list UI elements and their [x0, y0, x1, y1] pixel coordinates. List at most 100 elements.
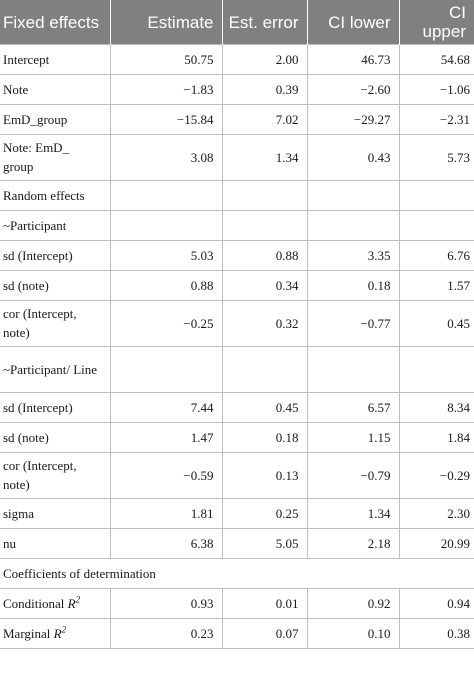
row-label-text: nu: [3, 535, 16, 551]
row-label: ~Participant/ Line: [0, 345, 111, 393]
cell-value: 0.88: [109, 269, 223, 301]
cell-value: 2.00: [221, 43, 308, 75]
header-ci-upper: CI upper: [398, 0, 474, 44]
row-label: Random effects: [0, 179, 111, 211]
model-results-table: Fixed effects Estimate Est. error CI low…: [0, 0, 474, 649]
cell-value: [306, 209, 400, 241]
cell-value: 3.08: [109, 133, 223, 181]
cell-value: 0.45: [398, 299, 474, 347]
table-row: Note −1.83 0.39 −2.60 −1.06: [0, 73, 474, 105]
cell-value: [306, 179, 400, 211]
row-label-text: Conditional: [3, 595, 68, 611]
cell-value: 0.10: [306, 617, 400, 649]
cell-value: −1.06: [398, 73, 474, 105]
row-label-text: Random effects: [3, 187, 85, 203]
row-label: Intercept: [0, 43, 111, 75]
table-row: cor (Intercept, note) −0.59 0.13 −0.79 −0.29: [0, 451, 474, 499]
cell-value: 46.73: [306, 43, 400, 75]
row-label: sd (note): [0, 269, 111, 301]
superscript: 2: [75, 594, 81, 605]
cell-value: −0.25: [109, 299, 223, 347]
cell-value: 6.57: [306, 391, 400, 423]
header-fixed-effects: Fixed effects: [3, 12, 100, 32]
cell-value: 1.81: [109, 497, 223, 529]
cell-value: [109, 209, 223, 241]
row-label-text: sigma: [3, 505, 35, 521]
header-est-error: Est. error: [221, 0, 307, 44]
table-row: sd (Intercept) 5.03 0.88 3.35 6.76: [0, 239, 474, 271]
cell-value: 0.18: [221, 421, 308, 453]
cell-value: [398, 209, 474, 241]
cell-value: 0.23: [109, 617, 223, 649]
cell-value: [306, 345, 400, 393]
header-ci-lower: CI lower: [306, 0, 399, 44]
r-symbol: R2: [67, 594, 81, 611]
table-row: Coefficients of determination: [0, 557, 474, 589]
table-row: sd (note) 1.47 0.18 1.15 1.84: [0, 421, 474, 453]
table-row: nu 6.38 5.05 2.18 20.99: [0, 527, 474, 559]
table-row: sd (Intercept) 7.44 0.45 6.57 8.34: [0, 391, 474, 423]
cell-value: 2.30: [398, 497, 474, 529]
cell-value: [398, 345, 474, 393]
table-row: Conditional R2 0.93 0.01 0.92 0.94: [0, 587, 474, 619]
row-label: sigma: [0, 497, 111, 529]
table-row: sigma 1.81 0.25 1.34 2.30: [0, 497, 474, 529]
cell-value: [398, 179, 474, 211]
row-label-text: Coefficients of determination: [3, 565, 156, 581]
row-label-text: cor (Intercept, note): [3, 458, 77, 492]
cell-value: 1.47: [109, 421, 223, 453]
cell-value: 0.18: [306, 269, 400, 301]
row-label: EmD_group: [0, 103, 111, 135]
cell-value: [221, 179, 308, 211]
row-label-text: sd (Intercept): [3, 247, 73, 263]
cell-value: 8.34: [398, 391, 474, 423]
cell-value: 0.01: [221, 587, 308, 619]
table-row: ~Participant/ Line: [0, 345, 474, 393]
cell-value: −2.60: [306, 73, 400, 105]
header-estimate: Estimate: [109, 0, 222, 44]
cell-value: 20.99: [398, 527, 474, 559]
cell-value: 54.68: [398, 43, 474, 75]
row-label-text: Note: EmD_ group: [3, 140, 70, 174]
cell-value: 0.32: [221, 299, 308, 347]
table-row: sd (note) 0.88 0.34 0.18 1.57: [0, 269, 474, 301]
cell-value: [109, 345, 223, 393]
cell-value: [221, 209, 308, 241]
row-label: sd (Intercept): [0, 391, 111, 423]
cell-value: −1.83: [109, 73, 223, 105]
table-row: EmD_group −15.84 7.02 −29.27 −2.31: [0, 103, 474, 135]
row-label: Conditional R2: [0, 587, 111, 619]
table-row: Marginal R2 0.23 0.07 0.10 0.38: [0, 617, 474, 649]
table-row: Random effects: [0, 179, 474, 211]
superscript: 2: [61, 624, 67, 635]
cell-value: 5.05: [221, 527, 308, 559]
row-label-text: sd (Intercept): [3, 399, 73, 415]
cell-value: 50.75: [109, 43, 223, 75]
table-row: cor (Intercept, note) −0.25 0.32 −0.77 0.45: [0, 299, 474, 347]
r-symbol: R2: [53, 624, 67, 641]
cell-value: 5.03: [109, 239, 223, 271]
table-row: Intercept 50.75 2.00 46.73 54.68: [0, 43, 474, 75]
cell-value: 0.34: [221, 269, 308, 301]
cell-value: [221, 345, 308, 393]
cell-value: 1.57: [398, 269, 474, 301]
cell-value: [109, 179, 223, 211]
cell-value: 0.45: [221, 391, 308, 423]
row-label: sd (Intercept): [0, 239, 111, 271]
row-label-text: ~Participant: [3, 217, 67, 233]
cell-value: 0.94: [398, 587, 474, 619]
row-label-text: Note: [3, 81, 29, 97]
cell-value: 7.02: [221, 103, 308, 135]
cell-value: 1.34: [221, 133, 308, 181]
cell-value: 0.38: [398, 617, 474, 649]
cell-value: 0.88: [221, 239, 308, 271]
row-label: sd (note): [0, 421, 111, 453]
cell-value: 7.44: [109, 391, 223, 423]
cell-value: 0.93: [109, 587, 223, 619]
cell-value: −0.77: [306, 299, 400, 347]
cell-value: 0.92: [306, 587, 400, 619]
row-label-text: cor (Intercept, note): [3, 306, 77, 340]
cell-value: −0.29: [398, 451, 474, 499]
row-label-text: sd (note): [3, 429, 49, 445]
header-row: Fixed effects Estimate Est. error CI low…: [0, 0, 474, 44]
